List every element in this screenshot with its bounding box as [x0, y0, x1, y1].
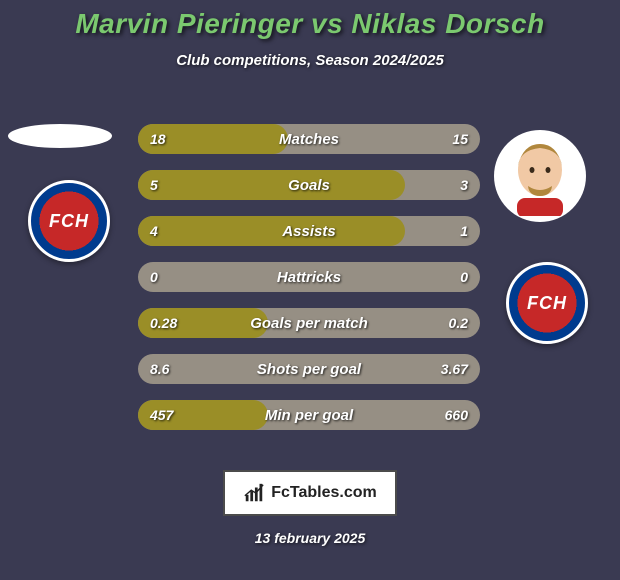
stat-value-right: 3.67 [441, 361, 468, 377]
club-badge-right: FCH [506, 262, 588, 344]
stat-row: 4Assists1 [138, 216, 480, 246]
stat-value-right: 660 [445, 407, 468, 423]
club-badge-left: FCH [28, 180, 110, 262]
stat-row: 5Goals3 [138, 170, 480, 200]
stat-value-right: 3 [460, 177, 468, 193]
stat-label: Matches [138, 131, 480, 148]
stat-row: 457Min per goal660 [138, 400, 480, 430]
stat-label: Assists [138, 223, 480, 240]
stat-label: Goals per match [138, 315, 480, 332]
comparison-card: Marvin Pieringer vs Niklas Dorsch Club c… [0, 0, 620, 580]
stat-label: Shots per goal [138, 361, 480, 378]
club-badge-right-text: FCH [527, 293, 567, 314]
club-badge-left-text: FCH [49, 211, 89, 232]
player-avatar-left [8, 124, 112, 148]
stat-label: Hattricks [138, 269, 480, 286]
stat-label: Min per goal [138, 407, 480, 424]
subtitle: Club competitions, Season 2024/2025 [10, 52, 610, 69]
stat-row: 0Hattricks0 [138, 262, 480, 292]
player-avatar-right [494, 130, 586, 222]
footer: FcTables.com 13 february 2025 [0, 470, 620, 546]
stat-row: 0.28Goals per match0.2 [138, 308, 480, 338]
watermark-text: FcTables.com [271, 484, 377, 502]
watermark: FcTables.com [223, 470, 397, 516]
chart-icon [243, 482, 265, 504]
stat-value-right: 15 [452, 131, 468, 147]
stat-label: Goals [138, 177, 480, 194]
stat-value-right: 0 [460, 269, 468, 285]
stat-value-right: 0.2 [449, 315, 468, 331]
page-title: Marvin Pieringer vs Niklas Dorsch [10, 8, 610, 40]
stat-row: 8.6Shots per goal3.67 [138, 354, 480, 384]
stat-row: 18Matches15 [138, 124, 480, 154]
stats-bars: 18Matches15 5Goals3 4Assists1 0Hattricks0 0.… [138, 124, 480, 446]
stat-value-right: 1 [460, 223, 468, 239]
player-face-icon [505, 136, 575, 216]
date: 13 february 2025 [0, 530, 620, 546]
